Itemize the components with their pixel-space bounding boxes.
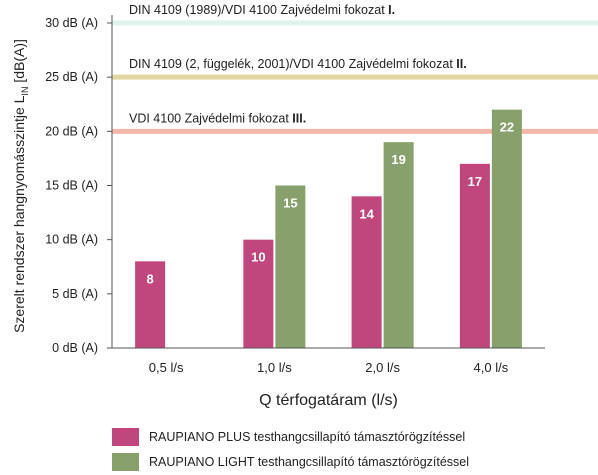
y-axis-title: Szerelt rendszer hangnyomásszintje LIN […: [11, 39, 30, 333]
y-tick-label-2: 10 dB (A): [45, 233, 98, 247]
x-tick-label-0: 0,5 l/s: [149, 360, 184, 375]
reference-lines: DIN 4109 (1989)/VDI 4100 Zajvédelmi foko…: [112, 3, 598, 134]
y-tick-label-0: 0 dB (A): [52, 341, 98, 355]
y-tick-label-4: 20 dB (A): [45, 124, 98, 138]
y-tick-label-6: 30 dB (A): [45, 16, 98, 30]
y-tick-label-5: 25 dB (A): [45, 70, 98, 84]
legend-swatch-light: [112, 453, 139, 471]
data-label-light-2: 19: [391, 152, 405, 167]
data-label-plus-2: 14: [359, 206, 374, 221]
bar-plus-3: [459, 163, 490, 348]
data-label-light-1: 15: [283, 196, 297, 211]
legend-item-light: RAUPIANO LIGHT testhangcsillapító támasz…: [112, 453, 469, 471]
reference-line-label-1: DIN 4109 (2, függelék, 2001)/VDI 4100 Za…: [129, 57, 467, 71]
reference-line-label-0: DIN 4109 (1989)/VDI 4100 Zajvédelmi foko…: [129, 3, 395, 17]
bar-plus-2: [351, 196, 382, 348]
axes: 0 dB (A) 5 dB (A) 10 dB (A) 15 dB (A) 20 dB …: [45, 15, 545, 375]
bar-plus-1: [243, 239, 274, 348]
x-tick-label-2: 2,0 l/s: [365, 360, 400, 375]
bar-light-1: [275, 185, 306, 348]
bars: [135, 109, 522, 349]
legend-swatch-plus: [112, 428, 139, 446]
bar-light-2: [383, 142, 414, 348]
legend-label-plus: RAUPIANO PLUS testhangcsillapító támaszt…: [149, 430, 466, 444]
data-label-plus-1: 10: [251, 250, 265, 265]
data-label-plus-3: 17: [468, 174, 482, 189]
bar-light-3: [491, 109, 522, 349]
bar-chart: DIN 4109 (1989)/VDI 4100 Zajvédelmi foko…: [11, 3, 598, 409]
data-label-light-3: 22: [500, 120, 514, 135]
bar-plus-0: [135, 261, 166, 348]
data-label-plus-0: 8: [147, 271, 154, 286]
y-tick-label-1: 5 dB (A): [52, 287, 98, 301]
labels: 8 10 15 14 19 17 22 Q térfogatáram (l/s) Szerelt…: [11, 39, 514, 409]
x-tick-label-1: 1,0 l/s: [257, 360, 292, 375]
legend-item-plus: RAUPIANO PLUS testhangcsillapító támaszt…: [112, 428, 465, 446]
legend-label-light: RAUPIANO LIGHT testhangcsillapító támasz…: [149, 455, 470, 469]
x-axis-title: Q térfogatáram (l/s): [259, 392, 398, 409]
y-tick-label-3: 15 dB (A): [45, 179, 98, 193]
x-tick-label-3: 4,0 l/s: [474, 360, 509, 375]
reference-line-label-2: VDI 4100 Zajvédelmi fokozat III.: [129, 111, 306, 125]
